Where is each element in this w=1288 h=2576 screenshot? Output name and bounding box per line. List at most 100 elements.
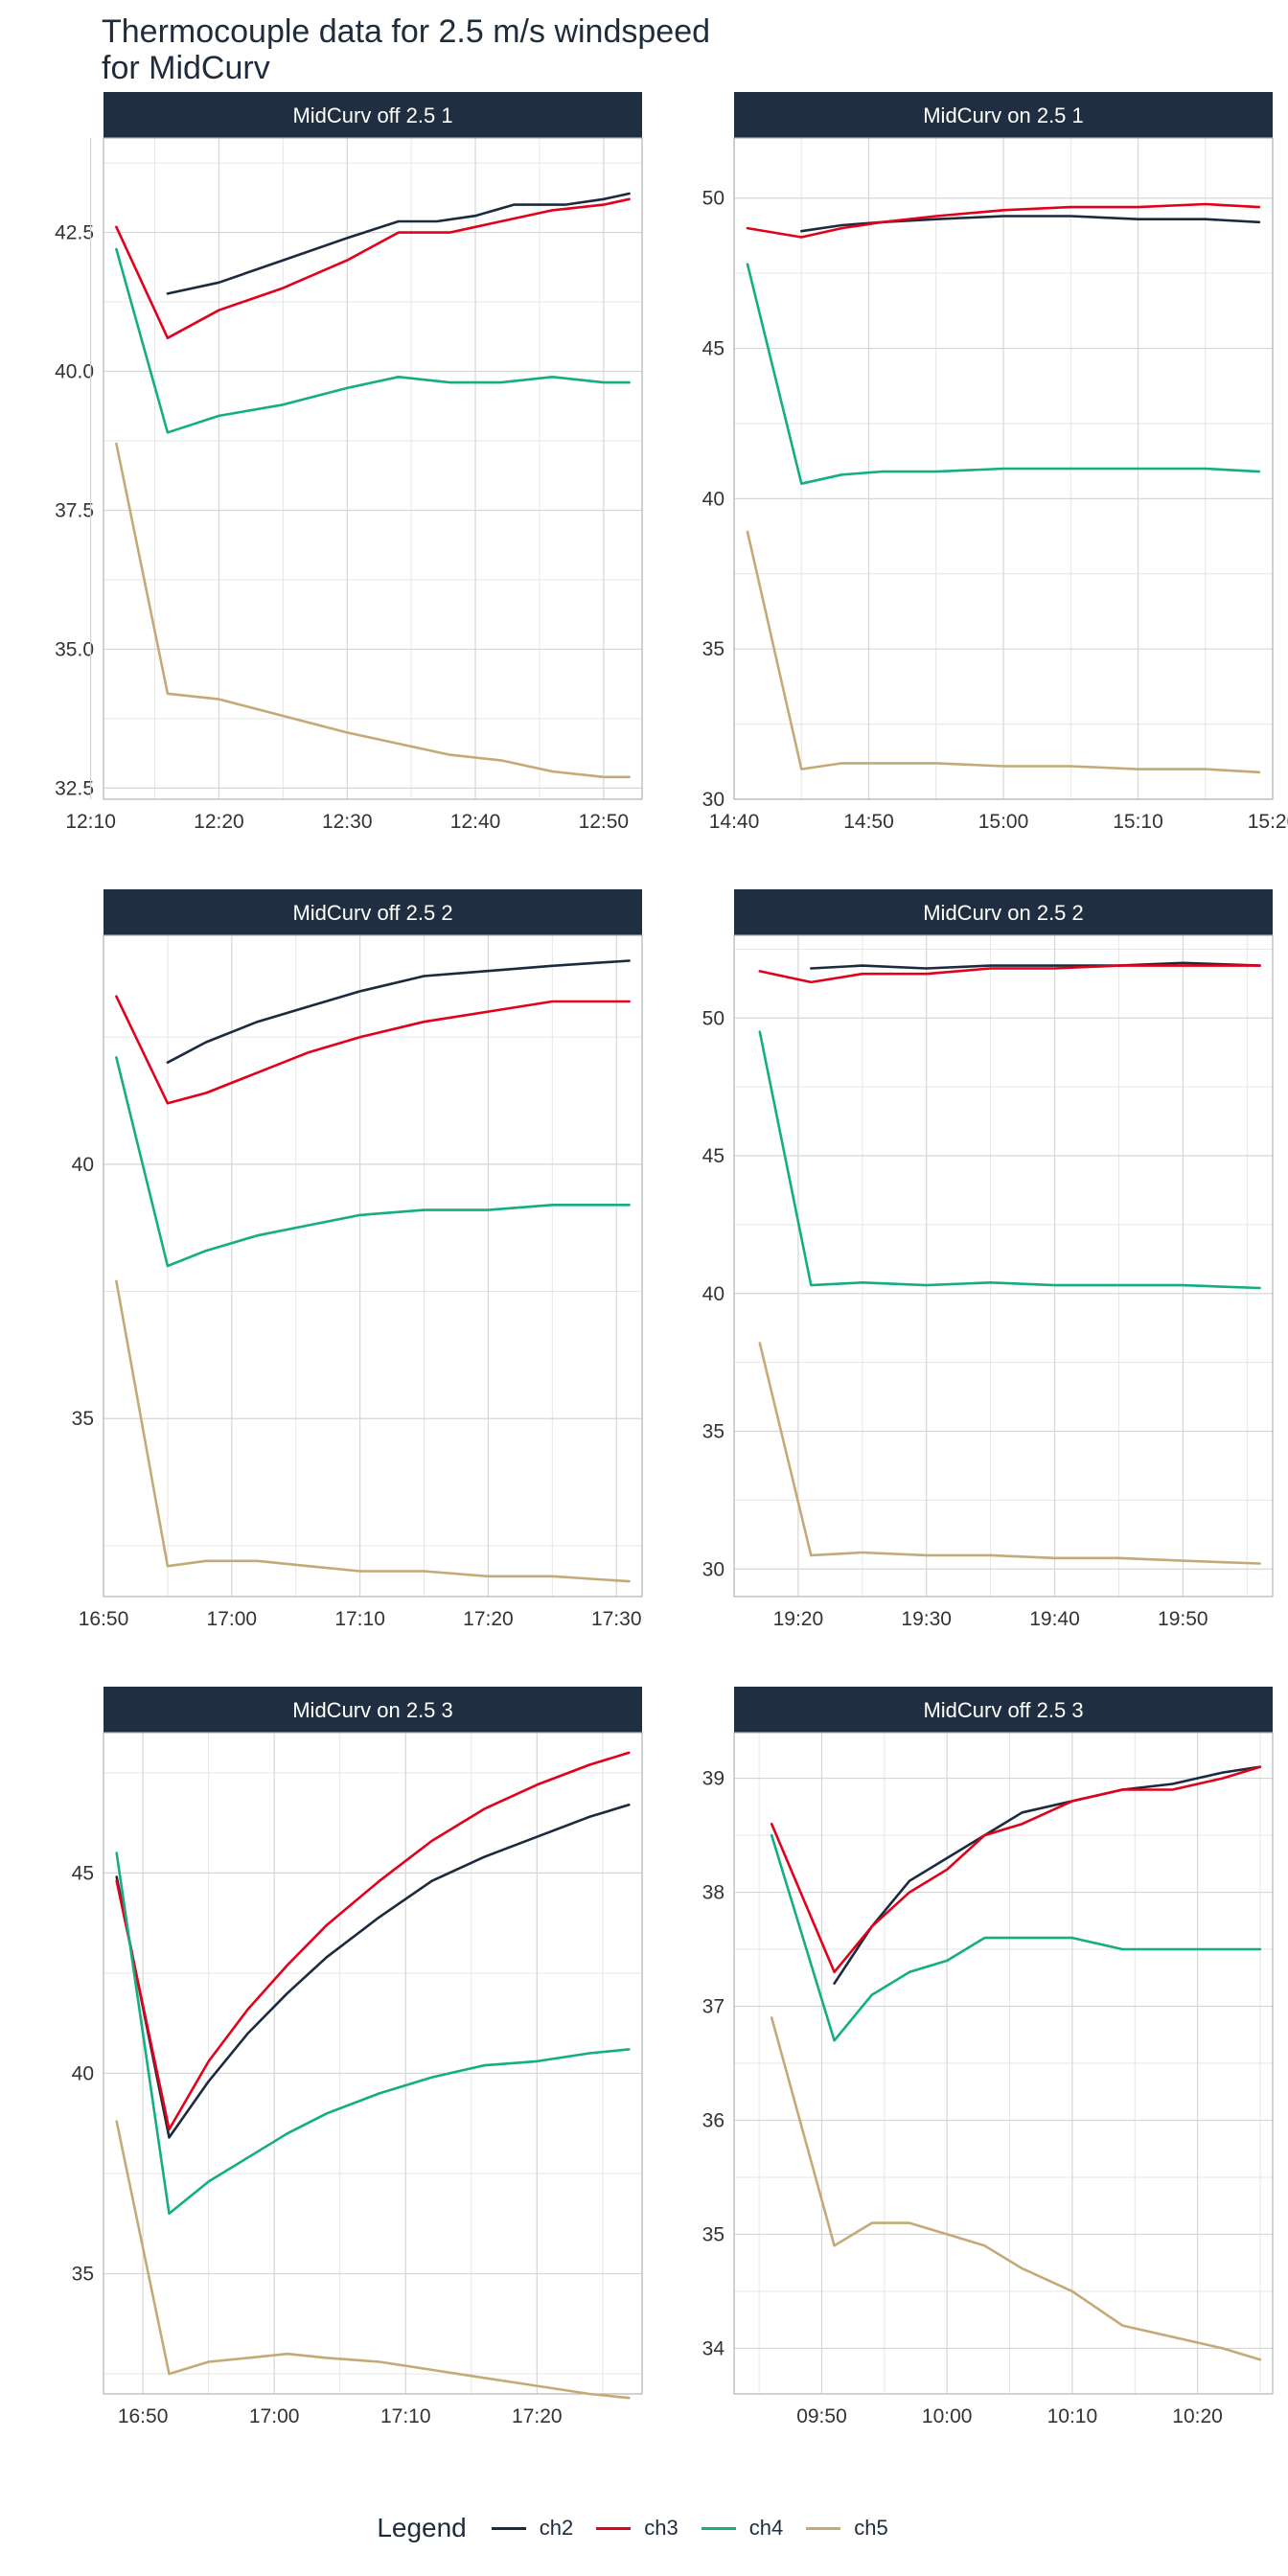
y-tick-label: 34: [702, 2337, 725, 2359]
x-tick-label: 19:40: [1029, 1608, 1080, 1630]
y-tick-label: 35.0: [55, 638, 94, 660]
legend-item-ch4: ch4: [701, 2516, 784, 2541]
y-tick-label: 50: [702, 1007, 724, 1029]
series-line-ch4: [758, 1030, 1261, 1290]
legend-key-ch5: [806, 2526, 841, 2530]
x-tick-label: 17:30: [591, 1608, 642, 1630]
series-line-ch2: [833, 1765, 1262, 1985]
x-tick-label: 14:50: [843, 811, 894, 833]
x-tick-label: 15:10: [1113, 811, 1163, 833]
legend-label-ch3: ch3: [644, 2516, 678, 2540]
series-line-ch5: [115, 1279, 631, 1583]
y-tick-label: 35: [72, 2264, 94, 2286]
x-tick-label: 10:00: [922, 2405, 973, 2427]
x-tick-label: 17:10: [334, 1608, 385, 1630]
x-tick-label: 19:50: [1158, 1608, 1208, 1630]
x-tick-label: 15:20: [1248, 811, 1288, 833]
facet-panel: MidCurv on 2.5 2 30 35 40 45 50 19:20 19:30 19:4…: [702, 889, 1274, 1630]
page-title: Thermocouple data for 2.5 m/s windspeed …: [102, 13, 710, 86]
facet-strip: [734, 92, 1273, 138]
x-tick-label: 12:20: [194, 811, 244, 833]
y-tick-label: 40: [702, 488, 724, 510]
panel-border: [733, 137, 1274, 800]
x-tick-label: 10:20: [1172, 2405, 1223, 2427]
facet-panel: MidCurv off 2.5 1 32.5 35.0 37.5 40.0 42.5 12:…: [55, 92, 643, 833]
series-line-ch3: [115, 1751, 631, 2131]
x-tick-label: 12:50: [579, 811, 630, 833]
series-line-ch3: [115, 197, 631, 340]
y-tick-label: 45: [702, 1145, 724, 1167]
x-tick-label: 12:30: [322, 811, 373, 833]
facet-strip-label: MidCurv off 2.5 3: [923, 1698, 1083, 1722]
y-tick-label: 38: [702, 1882, 724, 1904]
x-tick-label: 10:10: [1047, 2405, 1098, 2427]
legend-item-ch3: ch3: [596, 2516, 678, 2541]
facet-strip: [104, 92, 642, 138]
series-line-ch4: [115, 1852, 631, 2216]
series-line-ch4: [115, 247, 631, 434]
y-tick-label: 35: [702, 1421, 724, 1443]
x-tick-label: 12:10: [65, 811, 116, 833]
y-tick-label: 45: [702, 338, 724, 360]
y-tick-label: 40: [702, 1283, 724, 1305]
legend-key-ch3: [596, 2526, 632, 2530]
facet-strip: [734, 1687, 1273, 1733]
series-line-ch4: [770, 1833, 1262, 2042]
y-tick-label: 37: [702, 1996, 724, 2018]
y-tick-label: 30: [702, 1558, 724, 1580]
facet-panel: MidCurv on 2.5 1 30 35 40 45 50 14:40 14:50 15:0…: [702, 92, 1288, 833]
series-line-ch4: [746, 263, 1261, 486]
y-tick-label: 30: [702, 789, 724, 811]
facet-strip: [734, 889, 1273, 935]
facet-strip-label: MidCurv on 2.5 3: [292, 1698, 453, 1722]
facet-panel: MidCurv off 2.5 3 34 35 36 37 38 39 09:50 10:00 1…: [702, 1687, 1274, 2427]
facet-strip-label: MidCurv on 2.5 1: [923, 104, 1084, 127]
x-tick-label: 17:00: [207, 1608, 258, 1630]
x-tick-label: 17:20: [463, 1608, 514, 1630]
series-line-ch2: [809, 961, 1261, 970]
facet-strip-label: MidCurv off 2.5 2: [292, 901, 452, 925]
y-tick-label: 35: [72, 1408, 94, 1430]
facet-panel: MidCurv off 2.5 2 35 40 16:50 17:00 17:10 17:2…: [72, 889, 643, 1630]
series-line-ch2: [799, 215, 1261, 233]
series-line-ch5: [758, 1342, 1261, 1565]
facet-strip-label: MidCurv on 2.5 2: [923, 901, 1084, 925]
series-line-ch3: [746, 202, 1261, 239]
x-tick-label: 15:00: [978, 811, 1029, 833]
facet-strip: [104, 1687, 642, 1733]
y-tick-label: 50: [702, 188, 724, 210]
x-tick-label: 17:10: [380, 2405, 431, 2427]
y-tick-label: 40.0: [55, 361, 94, 383]
y-tick-label: 39: [702, 1768, 724, 1790]
y-tick-label: 36: [702, 2109, 724, 2131]
page-title-line: Thermocouple data for 2.5 m/s windspeed: [102, 13, 711, 50]
panel-border: [103, 1732, 643, 2395]
legend-key-ch4: [701, 2526, 736, 2530]
legend-key-ch2: [491, 2526, 526, 2530]
panel-border: [103, 137, 643, 800]
legend-item-ch2: ch2: [491, 2516, 574, 2541]
y-tick-label: 32.5: [55, 777, 94, 799]
series-line-ch3: [770, 1765, 1262, 1974]
series-line-ch3: [115, 995, 631, 1105]
x-tick-label: 16:50: [79, 1608, 129, 1630]
series-line-ch5: [115, 2120, 631, 2400]
y-tick-label: 42.5: [55, 222, 94, 244]
series-line-ch4: [115, 1056, 631, 1268]
x-tick-label: 17:20: [512, 2405, 563, 2427]
facet-panel: MidCurv on 2.5 3 35 40 45 16:50 17:00 17:10 17:…: [72, 1687, 643, 2427]
series-line-ch5: [115, 442, 631, 779]
legend-label-ch4: ch4: [748, 2516, 784, 2540]
y-tick-label: 40: [72, 1154, 94, 1176]
facet-strip: [104, 889, 642, 935]
series-line-ch5: [770, 2016, 1262, 2361]
series-line-ch2: [166, 192, 631, 295]
legend-label-ch2: ch2: [539, 2516, 574, 2540]
x-tick-label: 19:30: [901, 1608, 952, 1630]
x-tick-label: 14:40: [709, 811, 760, 833]
panel-border: [733, 1732, 1274, 2395]
y-tick-label: 37.5: [55, 499, 94, 521]
x-tick-label: 17:00: [249, 2405, 300, 2427]
y-tick-label: 35: [702, 638, 724, 660]
